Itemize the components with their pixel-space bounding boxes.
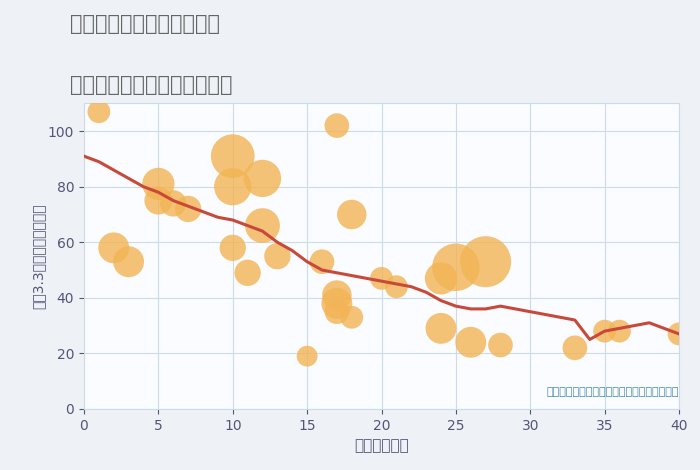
- Point: [391, 283, 402, 290]
- Point: [346, 211, 357, 218]
- Point: [480, 258, 491, 266]
- Point: [599, 328, 610, 335]
- Point: [227, 183, 238, 190]
- Point: [227, 152, 238, 160]
- Point: [614, 328, 625, 335]
- Point: [257, 222, 268, 229]
- Point: [302, 352, 313, 360]
- Point: [331, 299, 342, 307]
- Point: [257, 175, 268, 182]
- X-axis label: 築年数（年）: 築年数（年）: [354, 438, 409, 453]
- Point: [435, 274, 447, 282]
- Point: [376, 274, 387, 282]
- Text: 円の大きさは、取引のあった物件面積を示す: 円の大きさは、取引のあった物件面積を示す: [547, 387, 679, 397]
- Point: [272, 252, 283, 260]
- Point: [331, 308, 342, 315]
- Point: [108, 244, 119, 251]
- Text: 築年数別中古マンション価格: 築年数別中古マンション価格: [70, 75, 232, 95]
- Point: [123, 258, 134, 266]
- Point: [450, 264, 461, 271]
- Point: [242, 269, 253, 276]
- Point: [168, 200, 179, 207]
- Point: [227, 244, 238, 251]
- Point: [346, 313, 357, 321]
- Point: [495, 341, 506, 349]
- Y-axis label: 坪（3.3㎡）単価（万円）: 坪（3.3㎡）単価（万円）: [31, 204, 45, 309]
- Point: [183, 205, 194, 213]
- Point: [331, 291, 342, 299]
- Text: 岐阜県土岐市土岐口南町の: 岐阜県土岐市土岐口南町の: [70, 14, 220, 34]
- Point: [331, 122, 342, 129]
- Point: [435, 325, 447, 332]
- Point: [153, 180, 164, 188]
- Point: [153, 197, 164, 204]
- Point: [673, 330, 685, 337]
- Point: [465, 338, 476, 346]
- Point: [569, 344, 580, 352]
- Point: [93, 108, 104, 116]
- Point: [316, 258, 328, 266]
